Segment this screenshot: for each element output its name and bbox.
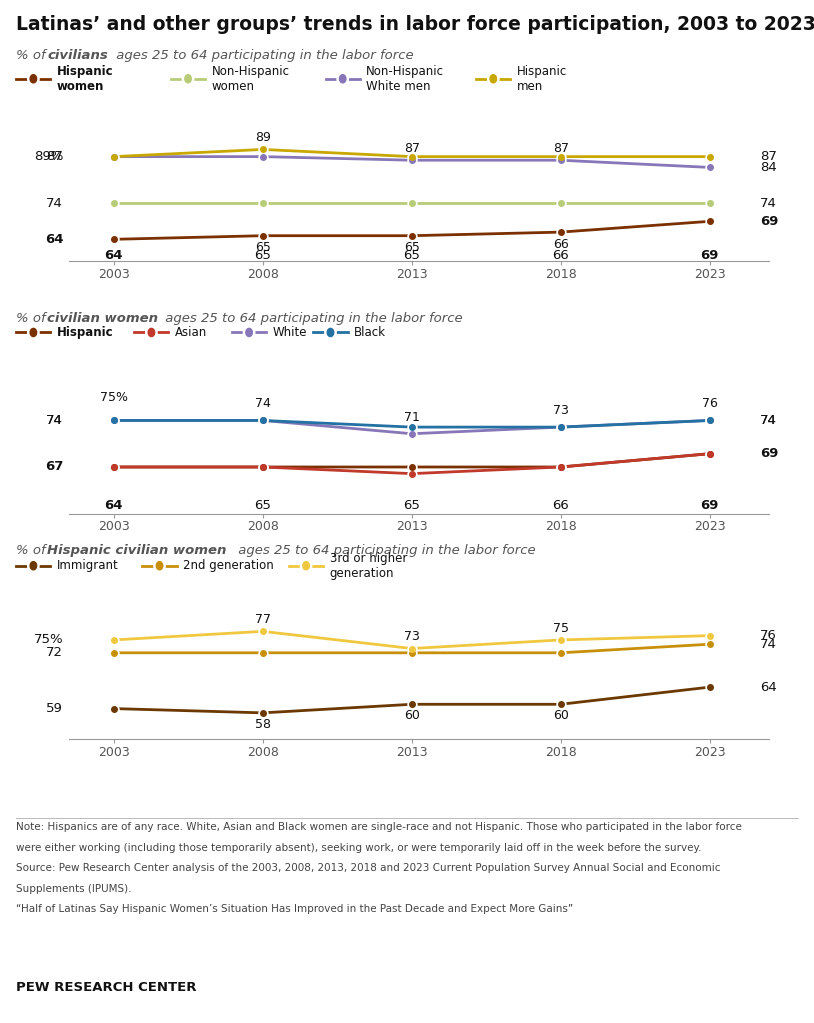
Text: 59: 59	[46, 702, 63, 715]
Text: 87: 87	[553, 142, 569, 154]
Text: 75%: 75%	[33, 633, 63, 647]
Text: 74: 74	[760, 414, 777, 427]
Text: 75%: 75%	[100, 391, 128, 404]
Text: 69: 69	[701, 499, 719, 513]
Text: 65: 65	[403, 249, 420, 262]
Text: Hispanic
men: Hispanic men	[517, 64, 567, 93]
Text: 84: 84	[760, 161, 777, 174]
Text: 67: 67	[45, 460, 63, 474]
Text: 74: 74	[760, 196, 777, 210]
Text: 71: 71	[404, 411, 420, 424]
Text: 69: 69	[760, 215, 779, 228]
Text: 2nd generation: 2nd generation	[183, 560, 274, 572]
Text: 65: 65	[404, 241, 420, 254]
Text: Non-Hispanic
White men: Non-Hispanic White men	[366, 64, 444, 93]
Text: 75: 75	[553, 622, 569, 635]
Text: 64: 64	[105, 499, 123, 513]
Text: White: White	[273, 326, 307, 339]
Text: 3rd or higher
generation: 3rd or higher generation	[330, 551, 407, 580]
Text: 73: 73	[553, 404, 569, 417]
Text: were either working (including those temporarily absent), seeking work, or were : were either working (including those tem…	[16, 843, 702, 853]
Text: 74: 74	[760, 637, 777, 651]
Text: Hispanic: Hispanic	[57, 326, 114, 339]
Text: 89%: 89%	[34, 150, 63, 163]
Text: 89: 89	[255, 131, 271, 144]
Text: 76: 76	[760, 629, 777, 642]
Text: 69: 69	[760, 447, 779, 460]
Text: Latinas’ and other groups’ trends in labor force participation, 2003 to 2023: Latinas’ and other groups’ trends in lab…	[16, 15, 814, 35]
Text: Hispanic civilian women: Hispanic civilian women	[47, 544, 226, 558]
Text: ages 25 to 64 participating in the labor force: ages 25 to 64 participating in the labor…	[234, 544, 536, 558]
Text: 76: 76	[702, 398, 718, 410]
Text: 65: 65	[255, 499, 271, 513]
Text: Asian: Asian	[175, 326, 208, 339]
Text: 72: 72	[46, 647, 63, 659]
Text: ages 25 to 64 participating in the labor force: ages 25 to 64 participating in the labor…	[161, 312, 463, 325]
Text: 65: 65	[403, 499, 420, 513]
Text: 64: 64	[45, 233, 63, 246]
Text: % of: % of	[16, 49, 50, 62]
Text: Note: Hispanics are of any race. White, Asian and Black women are single-race an: Note: Hispanics are of any race. White, …	[16, 822, 742, 833]
Text: 65: 65	[255, 241, 271, 254]
Text: % of: % of	[16, 312, 50, 325]
Text: 74: 74	[46, 196, 63, 210]
Text: 66: 66	[553, 499, 569, 513]
Text: 74: 74	[46, 414, 63, 427]
Text: 60: 60	[404, 709, 420, 722]
Text: 73: 73	[404, 630, 420, 643]
Text: 87: 87	[404, 142, 420, 154]
Text: 69: 69	[701, 249, 719, 262]
Text: Immigrant: Immigrant	[57, 560, 119, 572]
Text: 60: 60	[553, 709, 569, 722]
Text: 74: 74	[760, 414, 777, 427]
Text: 87: 87	[46, 150, 63, 163]
Text: PEW RESEARCH CENTER: PEW RESEARCH CENTER	[16, 981, 197, 994]
Text: Black: Black	[354, 326, 386, 339]
Text: 77: 77	[255, 613, 271, 626]
Text: 74: 74	[46, 414, 63, 427]
Text: Non-Hispanic
women: Non-Hispanic women	[212, 64, 290, 93]
Text: 74: 74	[255, 398, 271, 410]
Text: 64: 64	[760, 680, 777, 694]
Text: Hispanic
women: Hispanic women	[57, 64, 114, 93]
Text: 58: 58	[255, 718, 271, 731]
Text: 64: 64	[105, 249, 123, 262]
Text: civilians: civilians	[47, 49, 108, 62]
Text: 66: 66	[553, 237, 569, 251]
Text: 65: 65	[255, 249, 271, 262]
Text: 87: 87	[760, 150, 777, 163]
Text: “Half of Latinas Say Hispanic Women’s Situation Has Improved in the Past Decade : “Half of Latinas Say Hispanic Women’s Si…	[16, 904, 573, 915]
Text: ages 25 to 64 participating in the labor force: ages 25 to 64 participating in the labor…	[112, 49, 414, 62]
Text: 66: 66	[553, 249, 569, 262]
Text: civilian women: civilian women	[47, 312, 158, 325]
Text: Source: Pew Research Center analysis of the 2003, 2008, 2013, 2018 and 2023 Curr: Source: Pew Research Center analysis of …	[16, 863, 720, 874]
Text: % of: % of	[16, 544, 50, 558]
Text: Supplements (IPUMS).: Supplements (IPUMS).	[16, 884, 132, 894]
